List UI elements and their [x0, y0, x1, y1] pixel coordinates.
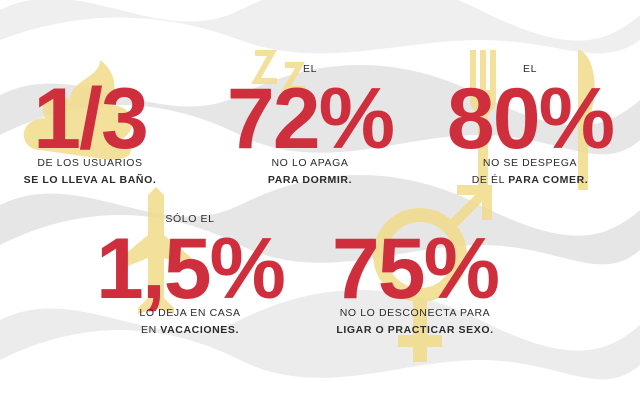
stat-caption: NO LO APAGA	[271, 157, 348, 169]
caption-span: PARA COMER.	[508, 174, 588, 186]
caption-span: NO LO APAGA	[271, 157, 348, 169]
stat-caption: LO DEJA EN CASA	[139, 307, 240, 319]
caption-span: DE LOS USUARIOS	[37, 157, 142, 169]
stat-figure: 80%	[447, 71, 614, 167]
stat-caption: DE LOS USUARIOS	[37, 157, 142, 169]
caption-span: PARA DORMIR.	[268, 174, 352, 186]
caption-span: EN	[141, 324, 160, 336]
caption-span: NO LO DESCONECTA PARA	[340, 307, 491, 319]
caption-span: LIGAR O PRACTICAR SEXO.	[336, 324, 493, 336]
stat-figure: 1,5%	[96, 221, 285, 317]
stat-prefix: EL	[303, 63, 317, 75]
stat-prefix: EL	[523, 63, 537, 75]
caption-span: SE LO LLEVA AL BAÑO.	[24, 173, 157, 186]
stat-caption: PARA DORMIR.	[268, 174, 352, 186]
stats: 1/3DE LOS USUARIOS SE LO LLEVA AL BAÑO. EL…	[24, 63, 616, 336]
stat-caption: DE ÉL PARA COMER.	[472, 173, 589, 186]
stat-caption: LIGAR O PRACTICAR SEXO.	[336, 324, 493, 336]
stat-prefix: SÓLO EL	[165, 212, 214, 225]
stat-caption: NO SE DESPEGA	[483, 157, 577, 169]
caption-span: VACACIONES.	[160, 324, 239, 336]
icons	[23, 50, 595, 362]
stat-figure: 1/3	[33, 71, 147, 167]
background-waves	[0, 0, 640, 380]
stat-caption: NO LO DESCONECTA PARA	[340, 307, 491, 319]
caption-span: LO DEJA EN CASA	[139, 307, 240, 319]
stat-caption: SE LO LLEVA AL BAÑO.	[24, 173, 157, 186]
stat-caption: EN VACACIONES.	[141, 324, 239, 336]
stat-figure: 72%	[227, 71, 394, 167]
caption-span: NO SE DESPEGA	[483, 157, 577, 169]
caption-span: DE ÉL	[472, 173, 508, 186]
stat-figure: 75%	[332, 221, 499, 317]
